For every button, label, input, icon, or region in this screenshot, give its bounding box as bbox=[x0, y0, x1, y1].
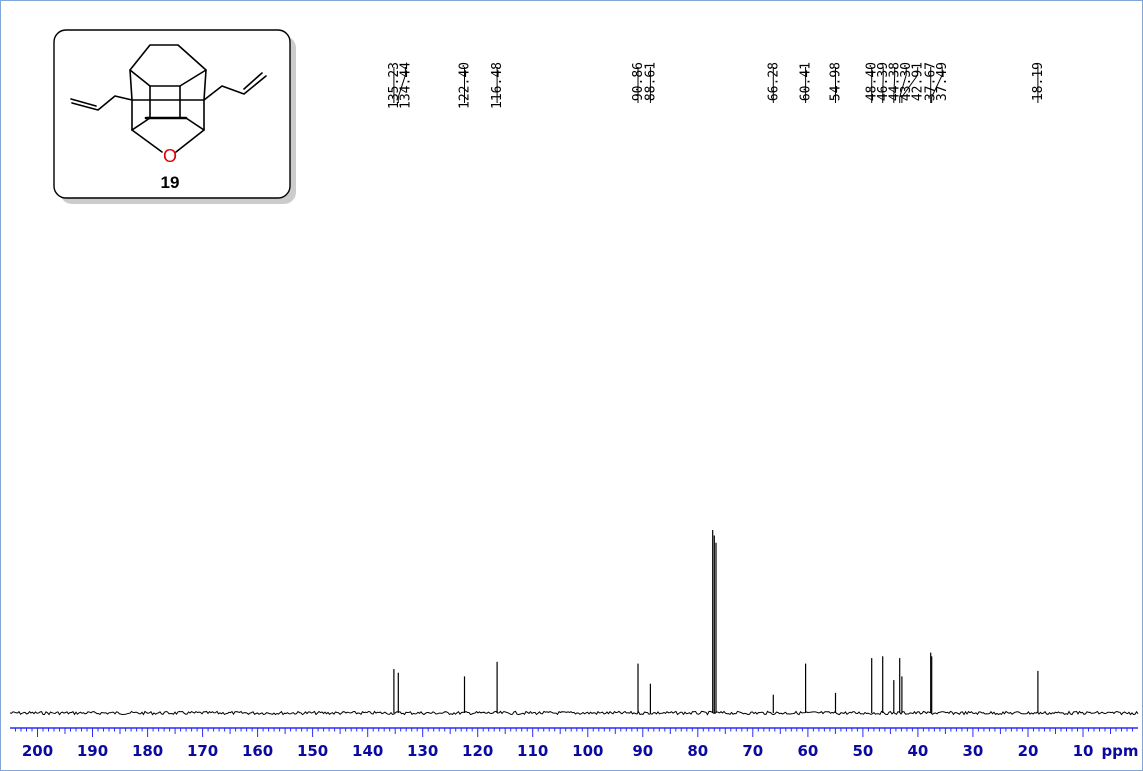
x-tick-label-60: 60 bbox=[797, 742, 818, 760]
x-tick-label-140: 140 bbox=[352, 742, 383, 760]
peak-label-46.39: 46.39 bbox=[876, 62, 891, 101]
x-tick-label-190: 190 bbox=[77, 742, 108, 760]
x-tick-label-30: 30 bbox=[962, 742, 983, 760]
peak-label-37.49: 37.49 bbox=[935, 62, 950, 101]
peak-leader-42.91 bbox=[901, 67, 919, 103]
baseline-trace bbox=[9, 710, 1139, 716]
x-tick-label-150: 150 bbox=[297, 742, 328, 760]
x-tick-label-20: 20 bbox=[1018, 742, 1039, 760]
peak-leader-37.49 bbox=[931, 67, 943, 103]
x-tick-label-100: 100 bbox=[572, 742, 603, 760]
peak-label-43.30: 43.30 bbox=[899, 62, 914, 101]
x-tick-label-10: 10 bbox=[1073, 742, 1094, 760]
x-tick-label-70: 70 bbox=[742, 742, 763, 760]
x-tick-label-130: 130 bbox=[407, 742, 438, 760]
peak-label-leader-lines bbox=[393, 67, 1039, 103]
peak-leader-46.39 bbox=[882, 67, 884, 103]
x-tick-label-90: 90 bbox=[632, 742, 653, 760]
x-tick-label-180: 180 bbox=[132, 742, 163, 760]
x-unit-label: ppm bbox=[1101, 742, 1138, 760]
peak-group bbox=[393, 530, 1039, 713]
oxygen-atom-label: O bbox=[163, 146, 177, 166]
x-tick-label-200: 200 bbox=[22, 742, 53, 760]
structure-diagram: O 19 bbox=[53, 29, 296, 204]
structure-box bbox=[53, 29, 291, 199]
compound-number-label: 19 bbox=[161, 173, 180, 192]
x-tick-label-120: 120 bbox=[462, 742, 493, 760]
peak-label-134.44: 134.44 bbox=[398, 62, 413, 109]
peak-label-44.38: 44.38 bbox=[888, 62, 903, 101]
peak-leader-134.44 bbox=[397, 67, 406, 103]
x-tick-label-50: 50 bbox=[852, 742, 873, 760]
x-axis: 200 190 180 170 160 150 140 130 120 110 100 90 80 70 6… bbox=[10, 727, 1139, 760]
x-tick-label-40: 40 bbox=[907, 742, 928, 760]
x-tick-label-110: 110 bbox=[517, 742, 548, 760]
peak-leader-44.38 bbox=[893, 67, 896, 103]
x-tick-label-170: 170 bbox=[187, 742, 218, 760]
baseline-noise bbox=[9, 710, 1139, 716]
x-tick-label-160: 160 bbox=[242, 742, 273, 760]
peak-label-42.91: 42.91 bbox=[911, 62, 926, 101]
structure-bonds bbox=[70, 44, 267, 153]
peak-leader-43.30 bbox=[899, 67, 907, 103]
x-tick-label-80: 80 bbox=[687, 742, 708, 760]
